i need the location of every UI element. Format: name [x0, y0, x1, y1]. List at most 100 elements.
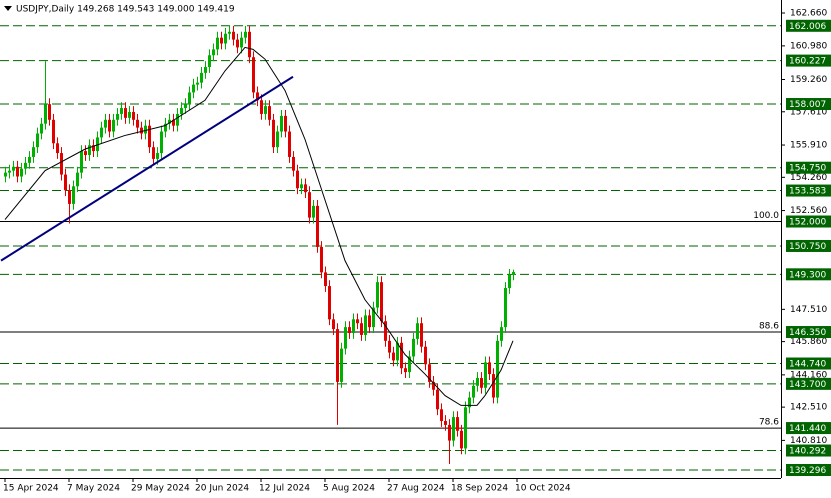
y-tick-label: 154.260 — [790, 173, 827, 183]
candle-body — [140, 127, 143, 134]
level-label-box — [786, 54, 831, 67]
level-label-box — [786, 464, 831, 477]
candle-body — [284, 115, 287, 132]
candle-body — [224, 33, 227, 44]
candle-body — [308, 192, 311, 218]
candle-body — [272, 119, 275, 148]
candle-body — [20, 168, 23, 177]
candle-body — [212, 49, 215, 56]
y-tick-label: 160.980 — [790, 41, 827, 51]
candle-body — [444, 421, 447, 425]
candle-body — [476, 377, 479, 386]
candle-body — [108, 119, 111, 132]
candle-body — [332, 319, 335, 330]
candle-body — [404, 368, 407, 373]
x-tick-label: 12 Jul 2024 — [259, 484, 310, 494]
collapse-arrow[interactable] — [4, 6, 12, 11]
candle-body — [144, 125, 147, 134]
candle-body — [204, 66, 207, 73]
candle-body — [168, 119, 171, 124]
x-tick-label: 7 May 2024 — [67, 484, 120, 494]
candle-body — [92, 145, 95, 152]
candle-body — [4, 172, 7, 177]
fib-label-box — [786, 326, 831, 339]
candle-body — [328, 286, 331, 320]
candle-body — [468, 397, 471, 408]
level-label: 139.296 — [789, 466, 826, 476]
candle-body — [16, 166, 19, 177]
candle-body — [216, 37, 219, 50]
candle-body — [336, 329, 339, 382]
level-label: 149.300 — [789, 270, 826, 280]
candle-body — [372, 307, 375, 328]
level-label: 143.700 — [789, 380, 826, 390]
candle-body — [220, 37, 223, 44]
candle-body — [132, 111, 135, 120]
candle-body — [24, 162, 27, 169]
candle-body — [28, 156, 31, 163]
candle-body — [240, 37, 243, 48]
candle-body — [408, 356, 411, 373]
candle-body — [320, 246, 323, 273]
candle-body — [492, 374, 495, 398]
candle-body — [428, 364, 431, 382]
candle-body — [456, 417, 459, 431]
candle-body — [116, 113, 119, 120]
candle-body — [300, 184, 303, 189]
candle-body — [452, 417, 455, 441]
candle-body — [412, 338, 415, 357]
candle-body — [248, 31, 251, 58]
candle-body — [44, 104, 47, 124]
level-label-box — [786, 357, 831, 370]
candle-body — [324, 272, 327, 287]
candle-body — [484, 362, 487, 388]
candle-body — [8, 170, 11, 173]
candle-body — [424, 346, 427, 365]
candle-body — [312, 205, 315, 218]
candle-body — [364, 315, 367, 335]
y-tick-label: 152.560 — [790, 206, 827, 216]
candle-body — [276, 131, 279, 148]
candle-body — [124, 108, 127, 118]
candle-body — [192, 84, 195, 93]
candle-body — [228, 31, 231, 34]
candle-body — [100, 127, 103, 138]
candle-body — [256, 92, 259, 101]
y-tick-label: 157.610 — [790, 107, 827, 117]
chart-title: USDJPY,Daily 149.268 149.543 149.000 149… — [16, 5, 235, 15]
x-tick-label: 18 Sep 2024 — [451, 484, 508, 494]
candle-body — [252, 57, 255, 93]
candle-body — [400, 342, 403, 369]
candle-body — [184, 104, 187, 109]
level-label-box — [786, 161, 831, 174]
candle-body — [208, 55, 211, 67]
candle-body — [496, 340, 499, 398]
candle-body — [432, 381, 435, 390]
candle-body — [368, 315, 371, 328]
level-label: 158.007 — [789, 100, 826, 110]
candle-body — [120, 108, 123, 114]
y-tick-label: 144.160 — [790, 370, 827, 380]
level-label-box — [786, 184, 831, 197]
y-tick-label: 147.510 — [790, 305, 827, 315]
candle-body — [392, 352, 395, 361]
candle-body — [384, 321, 387, 341]
candle-body — [36, 133, 39, 148]
level-label-box — [786, 19, 831, 32]
candle-body — [176, 113, 179, 126]
candle-body — [244, 31, 247, 38]
candle-body — [40, 123, 43, 134]
level-label: 140.292 — [789, 447, 826, 457]
level-label: 154.750 — [789, 164, 826, 174]
candle-body — [448, 424, 451, 441]
candle-body — [380, 282, 383, 322]
fib-label: 146.350 — [789, 328, 826, 338]
candle-body — [460, 430, 463, 449]
fib-label-box — [786, 215, 831, 228]
level-label-box — [786, 444, 831, 457]
level-label-box — [786, 268, 831, 281]
candle-body — [360, 323, 363, 335]
candle-body — [104, 119, 107, 128]
x-tick-label: 29 May 2024 — [131, 484, 190, 494]
